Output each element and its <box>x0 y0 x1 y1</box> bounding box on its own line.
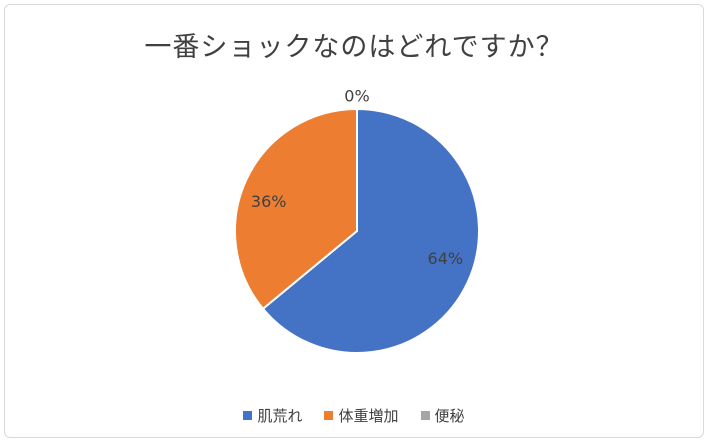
data-label-2: 0% <box>344 87 369 106</box>
pie-plot: 64% 36% 0% <box>234 87 480 354</box>
legend-label-0: 肌荒れ <box>257 407 303 425</box>
legend-label-2: 便秘 <box>434 407 465 425</box>
legend-item-0: 肌荒れ <box>243 405 302 426</box>
legend-swatch-2 <box>420 411 430 420</box>
pie-slice-0 <box>261 107 480 354</box>
pie-slice-1 <box>234 107 358 311</box>
legend-item-1: 体重増加 <box>324 405 399 426</box>
legend-label-1: 体重増加 <box>338 407 399 425</box>
legend-item-2: 便秘 <box>420 405 465 426</box>
legend-swatch-0 <box>243 411 253 420</box>
chart-frame: 一番ショックなのはどれですか？ 64% 36% 0% 肌荒れ 体重増加 便秘 <box>4 4 704 438</box>
data-label-1: 36% <box>251 192 287 211</box>
data-label-0: 64% <box>428 249 464 268</box>
chart-legend: 肌荒れ 体重増加 便秘 <box>5 405 703 426</box>
legend-swatch-1 <box>324 411 334 420</box>
chart-title: 一番ショックなのはどれですか？ <box>144 32 564 63</box>
